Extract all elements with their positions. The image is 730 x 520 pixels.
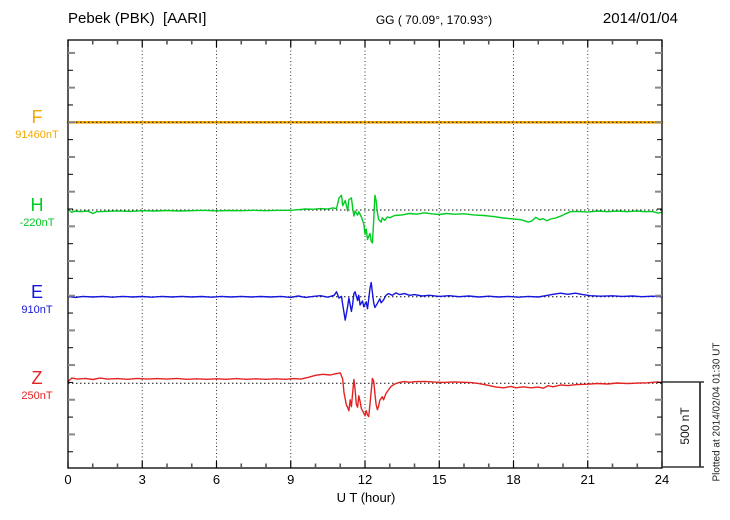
channel-label-h: H -220nT: [6, 196, 68, 229]
x-tick-label: 24: [655, 472, 669, 487]
trace-Z: [67, 372, 663, 418]
x-tick-label: 12: [358, 472, 372, 487]
channel-baseline-value: 910nT: [21, 303, 53, 316]
channel-baseline-value: 91460nT: [15, 129, 59, 142]
x-tick-label: 0: [64, 472, 71, 487]
plot-date: 2014/01/04: [602, 10, 678, 27]
channel-letter: H: [30, 195, 44, 215]
channel-baseline-value: 250nT: [21, 390, 53, 403]
trace-H: [67, 194, 663, 244]
channel-baseline-value: -220nT: [19, 217, 55, 229]
x-tick-label: 3: [139, 472, 146, 487]
x-axis-title: U T (hour): [336, 490, 396, 505]
scalebar-label: 500 nT: [678, 407, 692, 445]
station-name: Pebek (PBK) [AARI]: [68, 10, 207, 27]
x-tick-label: 6: [213, 472, 220, 487]
channel-label-z: Z 250nT: [6, 369, 68, 402]
x-tick-label: 21: [581, 472, 595, 487]
channel-label-e: E 910nT: [6, 283, 68, 316]
channel-letter: E: [30, 281, 43, 302]
observatory-coordinates: GG ( 70.09°, 170.93°): [375, 13, 493, 27]
channel-label-f: F 91460nT: [6, 108, 68, 141]
x-tick-label: 9: [287, 472, 294, 487]
x-tick-label: 18: [506, 472, 520, 487]
channel-letter: Z: [31, 368, 43, 389]
plotted-at-note: Plotted at 2014/02/04 01:30 UT: [711, 342, 723, 482]
channel-letter: F: [31, 107, 43, 128]
x-tick-label: 15: [432, 472, 446, 487]
trace-E: [67, 281, 663, 321]
